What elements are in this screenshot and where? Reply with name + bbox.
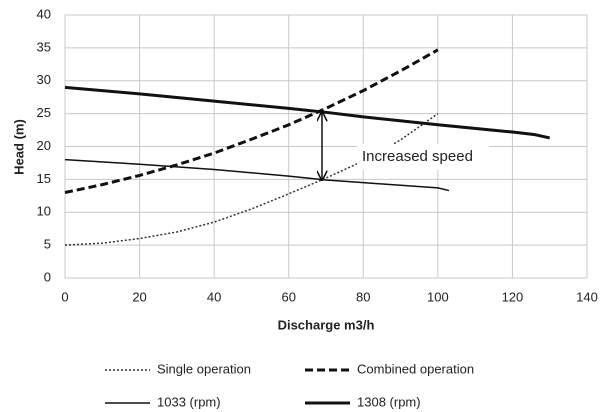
- x-tick-label: 80: [356, 289, 370, 304]
- y-tick-label: 5: [44, 237, 51, 252]
- legend-label: 1033 (rpm): [157, 394, 221, 409]
- legend-label: 1308 (rpm): [357, 394, 421, 409]
- x-axis-label: Discharge m3/h: [278, 317, 375, 332]
- legend-label: Single operation: [157, 361, 251, 376]
- y-tick-label: 25: [37, 105, 51, 120]
- x-tick-label: 140: [576, 289, 598, 304]
- x-tick-label: 40: [207, 289, 221, 304]
- series-line: [64, 85, 551, 140]
- y-axis-label: Head (m): [11, 119, 26, 175]
- y-tick-label: 35: [37, 39, 51, 54]
- x-tick-label: 120: [502, 289, 524, 304]
- y-tick-label: 20: [37, 138, 51, 153]
- series-line: [64, 48, 439, 194]
- x-tick-label: 100: [427, 289, 449, 304]
- plot-lines: [64, 48, 551, 246]
- legend: Single operation Combined operation 1033 (…: [105, 361, 474, 409]
- x-tick-label: 20: [132, 289, 146, 304]
- legend-label: Combined operation: [357, 361, 474, 376]
- y-tick-label: 30: [37, 72, 51, 87]
- series-line: [64, 158, 450, 192]
- annotation-box: [357, 144, 489, 170]
- x-tick-label: 60: [281, 289, 295, 304]
- annotation: Increased speed: [362, 148, 473, 165]
- x-tick-label: 0: [61, 289, 68, 304]
- y-tick-label: 15: [37, 171, 51, 186]
- y-tick-label: 0: [44, 269, 51, 284]
- grid: 0 5 10 15 20 25 30 35 40 0 20 40 60 80 100 120 140: [37, 6, 598, 304]
- y-tick-label: 40: [37, 6, 51, 21]
- y-tick-label: 10: [37, 204, 51, 219]
